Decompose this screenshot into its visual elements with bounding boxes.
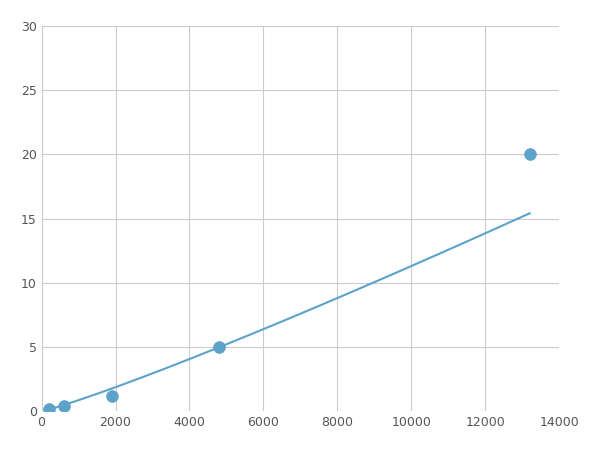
- Point: [214, 343, 224, 351]
- Point: [44, 405, 54, 412]
- Point: [525, 151, 535, 158]
- Point: [107, 392, 116, 400]
- Point: [59, 403, 68, 410]
